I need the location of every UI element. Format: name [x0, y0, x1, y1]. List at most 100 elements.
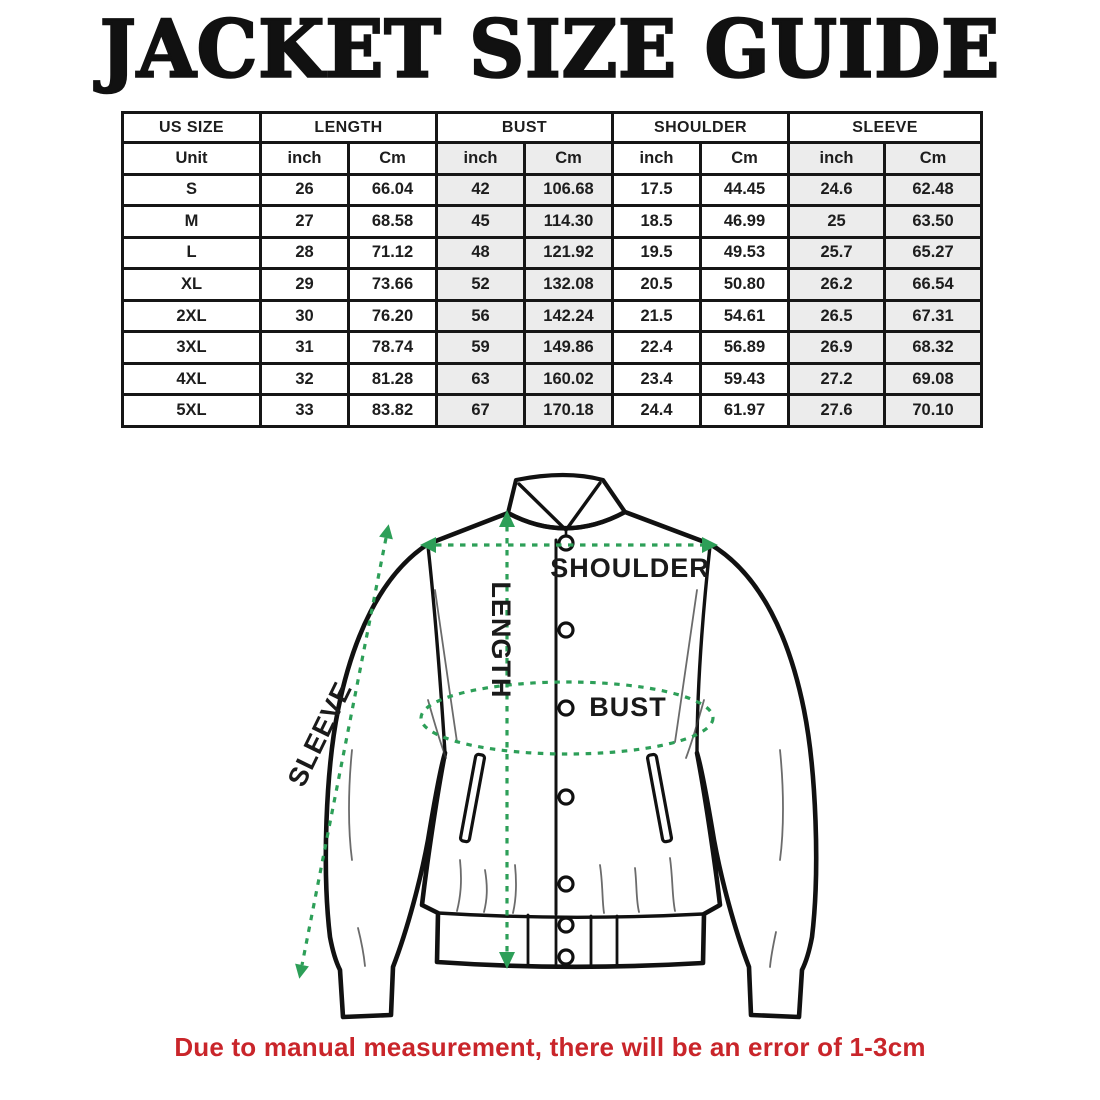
button [557, 534, 575, 552]
value-cell: 48 [435, 235, 526, 271]
value-cell: 132.08 [523, 267, 614, 302]
value-cell: 45 [435, 204, 526, 239]
value-cell: 81.28 [347, 361, 438, 397]
value-cell: 18.5 [611, 204, 702, 239]
size-cell: 2XL [121, 298, 262, 334]
button [557, 699, 575, 717]
value-cell: 54.61 [698, 298, 791, 334]
value-cell: 27.2 [787, 361, 887, 397]
unit-cell: Cm [698, 141, 791, 176]
value-cell: 20.5 [611, 267, 702, 302]
button-row [557, 534, 575, 966]
value-cell: 59.43 [698, 361, 791, 397]
value-cell: 106.68 [523, 172, 614, 208]
value-cell: 28 [259, 235, 350, 271]
table-row: 5XL 33 83.82 67 170.18 24.4 61.97 27.6 70.10 [121, 393, 984, 428]
size-cell: XL [121, 267, 262, 302]
collar-v-right [564, 481, 602, 532]
size-cell: 5XL [121, 393, 262, 428]
value-cell: 142.24 [523, 298, 614, 334]
value-cell: 23.4 [611, 361, 702, 397]
size-cell: 4XL [121, 361, 262, 397]
collar [505, 472, 628, 531]
value-cell: 26.5 [787, 298, 887, 334]
length-label: LENGTH [486, 582, 516, 699]
value-cell: 42 [435, 172, 526, 208]
value-cell: 61.97 [698, 393, 791, 428]
right-pocket [645, 752, 674, 844]
left-pocket [458, 752, 487, 844]
value-cell: 22.4 [611, 330, 702, 365]
value-cell: 73.66 [347, 267, 438, 302]
table-row: 4XL 32 81.28 63 160.02 23.4 59.43 27.2 69.08 [121, 361, 984, 397]
value-cell: 30 [259, 298, 350, 334]
value-cell: 68.32 [883, 330, 984, 365]
wrinkle-lines [348, 589, 784, 968]
bust-label: BUST [589, 692, 667, 722]
value-cell: 49.53 [698, 235, 791, 271]
value-cell: 44.45 [698, 172, 791, 208]
button [557, 788, 575, 806]
table-row: 2XL 30 76.20 56 142.24 21.5 54.61 26.5 67.31 [121, 298, 984, 334]
value-cell: 65.27 [883, 235, 984, 271]
value-cell: 68.58 [347, 204, 438, 239]
column-group-header: US SIZE [121, 110, 262, 145]
jacket-silhouette [323, 509, 819, 1020]
unit-cell: Unit [121, 141, 262, 176]
size-cell: S [121, 172, 262, 208]
value-cell: 83.82 [347, 393, 438, 428]
value-cell: 63.50 [883, 204, 984, 239]
value-cell: 24.4 [611, 393, 702, 428]
waistband-top [436, 911, 705, 919]
value-cell: 25.7 [787, 235, 887, 271]
size-table: US SIZE LENGTH BUST SHOULDER SLEEVE Unit inch C… [121, 110, 984, 428]
unit-row: Unit inch Cm inch Cm inch Cm inch Cm [121, 141, 984, 176]
bust-arrow [419, 680, 715, 756]
value-cell: 78.74 [347, 330, 438, 365]
unit-cell: Cm [347, 141, 438, 176]
table-row: S 26 66.04 42 106.68 17.5 44.45 24.6 62.48 [121, 172, 984, 208]
value-cell: 26 [259, 172, 350, 208]
value-cell: 160.02 [523, 361, 614, 397]
value-cell: 17.5 [611, 172, 702, 208]
value-cell: 66.04 [347, 172, 438, 208]
column-group-header: BUST [435, 110, 614, 145]
size-cell: 3XL [121, 330, 262, 365]
value-cell: 114.30 [523, 204, 614, 239]
value-cell: 63 [435, 361, 526, 397]
unit-cell: inch [787, 141, 887, 176]
size-cell: M [121, 204, 262, 239]
table-row: M 27 68.58 45 114.30 18.5 46.99 25 63.50 [121, 204, 984, 239]
value-cell: 32 [259, 361, 350, 397]
table-row: XL 29 73.66 52 132.08 20.5 50.80 26.2 66.54 [121, 267, 984, 302]
unit-cell: inch [435, 141, 526, 176]
value-cell: 27 [259, 204, 350, 239]
value-cell: 26.2 [787, 267, 887, 302]
value-cell: 69.08 [883, 361, 984, 397]
left-front-seam [426, 544, 447, 755]
value-cell: 56 [435, 298, 526, 334]
value-cell: 66.54 [883, 267, 984, 302]
size-table-body: US SIZE LENGTH BUST SHOULDER SLEEVE Unit inch C… [121, 110, 984, 428]
value-cell: 59 [435, 330, 526, 365]
value-cell: 31 [259, 330, 350, 365]
value-cell: 52 [435, 267, 526, 302]
button [557, 875, 575, 893]
unit-cell: Cm [883, 141, 984, 176]
table-row: 3XL 31 78.74 59 149.86 22.4 56.89 26.9 68.32 [121, 330, 984, 365]
value-cell: 170.18 [523, 393, 614, 428]
value-cell: 121.92 [523, 235, 614, 271]
collar-v-left [517, 482, 568, 532]
unit-cell: inch [259, 141, 350, 176]
column-group-header: SHOULDER [610, 110, 791, 145]
value-cell: 33 [259, 393, 350, 428]
jacket-diagram: SHOULDER LENGTH BUST SLEEVE [260, 450, 840, 1030]
button [557, 916, 575, 934]
value-cell: 62.48 [883, 172, 984, 208]
value-cell: 21.5 [611, 298, 702, 334]
value-cell: 70.10 [883, 393, 984, 428]
column-group-header: SLEEVE [787, 110, 984, 145]
button [557, 948, 575, 966]
sleeve-arrow [295, 524, 393, 979]
button [557, 621, 575, 639]
